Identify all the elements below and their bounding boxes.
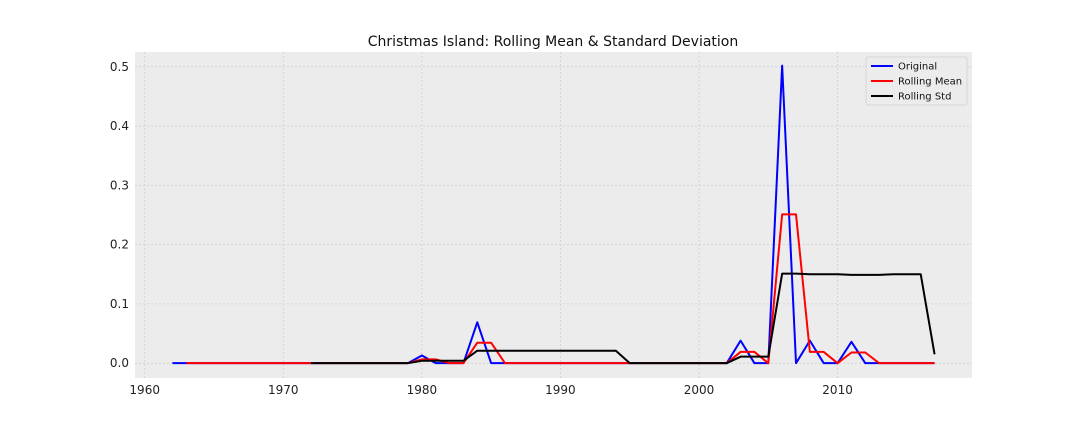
legend-label-rolling-std: Rolling Std	[898, 92, 951, 103]
legend-label-original: Original	[898, 62, 937, 73]
ticks: 1960 1970 1980 1990 2000 2010 0.0 0.1 0.2 0.3 0.4 0…	[110, 60, 853, 397]
y-tick-label: 0.3	[110, 178, 129, 192]
series-line-rolling-std	[310, 272, 936, 365]
y-tick-label: 0.4	[110, 119, 129, 133]
x-tick-label: 1980	[407, 383, 438, 397]
y-tick-label: 0.5	[110, 60, 129, 74]
legend: Original Rolling Mean Rolling Std	[865, 56, 968, 106]
x-tick-label: 1970	[268, 383, 299, 397]
plot-background	[135, 52, 972, 378]
y-tick-label: 0.2	[110, 238, 129, 252]
y-tick-label: 0.1	[110, 297, 129, 311]
y-tick-label: 0.0	[110, 356, 129, 370]
series-layer	[172, 64, 936, 365]
x-tick-label: 2010	[822, 383, 853, 397]
x-tick-label: 2000	[684, 383, 715, 397]
legend-label-rolling-mean: Rolling Mean	[898, 77, 962, 88]
x-tick-label: 1960	[129, 383, 160, 397]
x-tick-label: 1990	[545, 383, 576, 397]
chart-title: Christmas Island: Rolling Mean & Standar…	[368, 34, 738, 50]
legend-box	[865, 56, 968, 106]
